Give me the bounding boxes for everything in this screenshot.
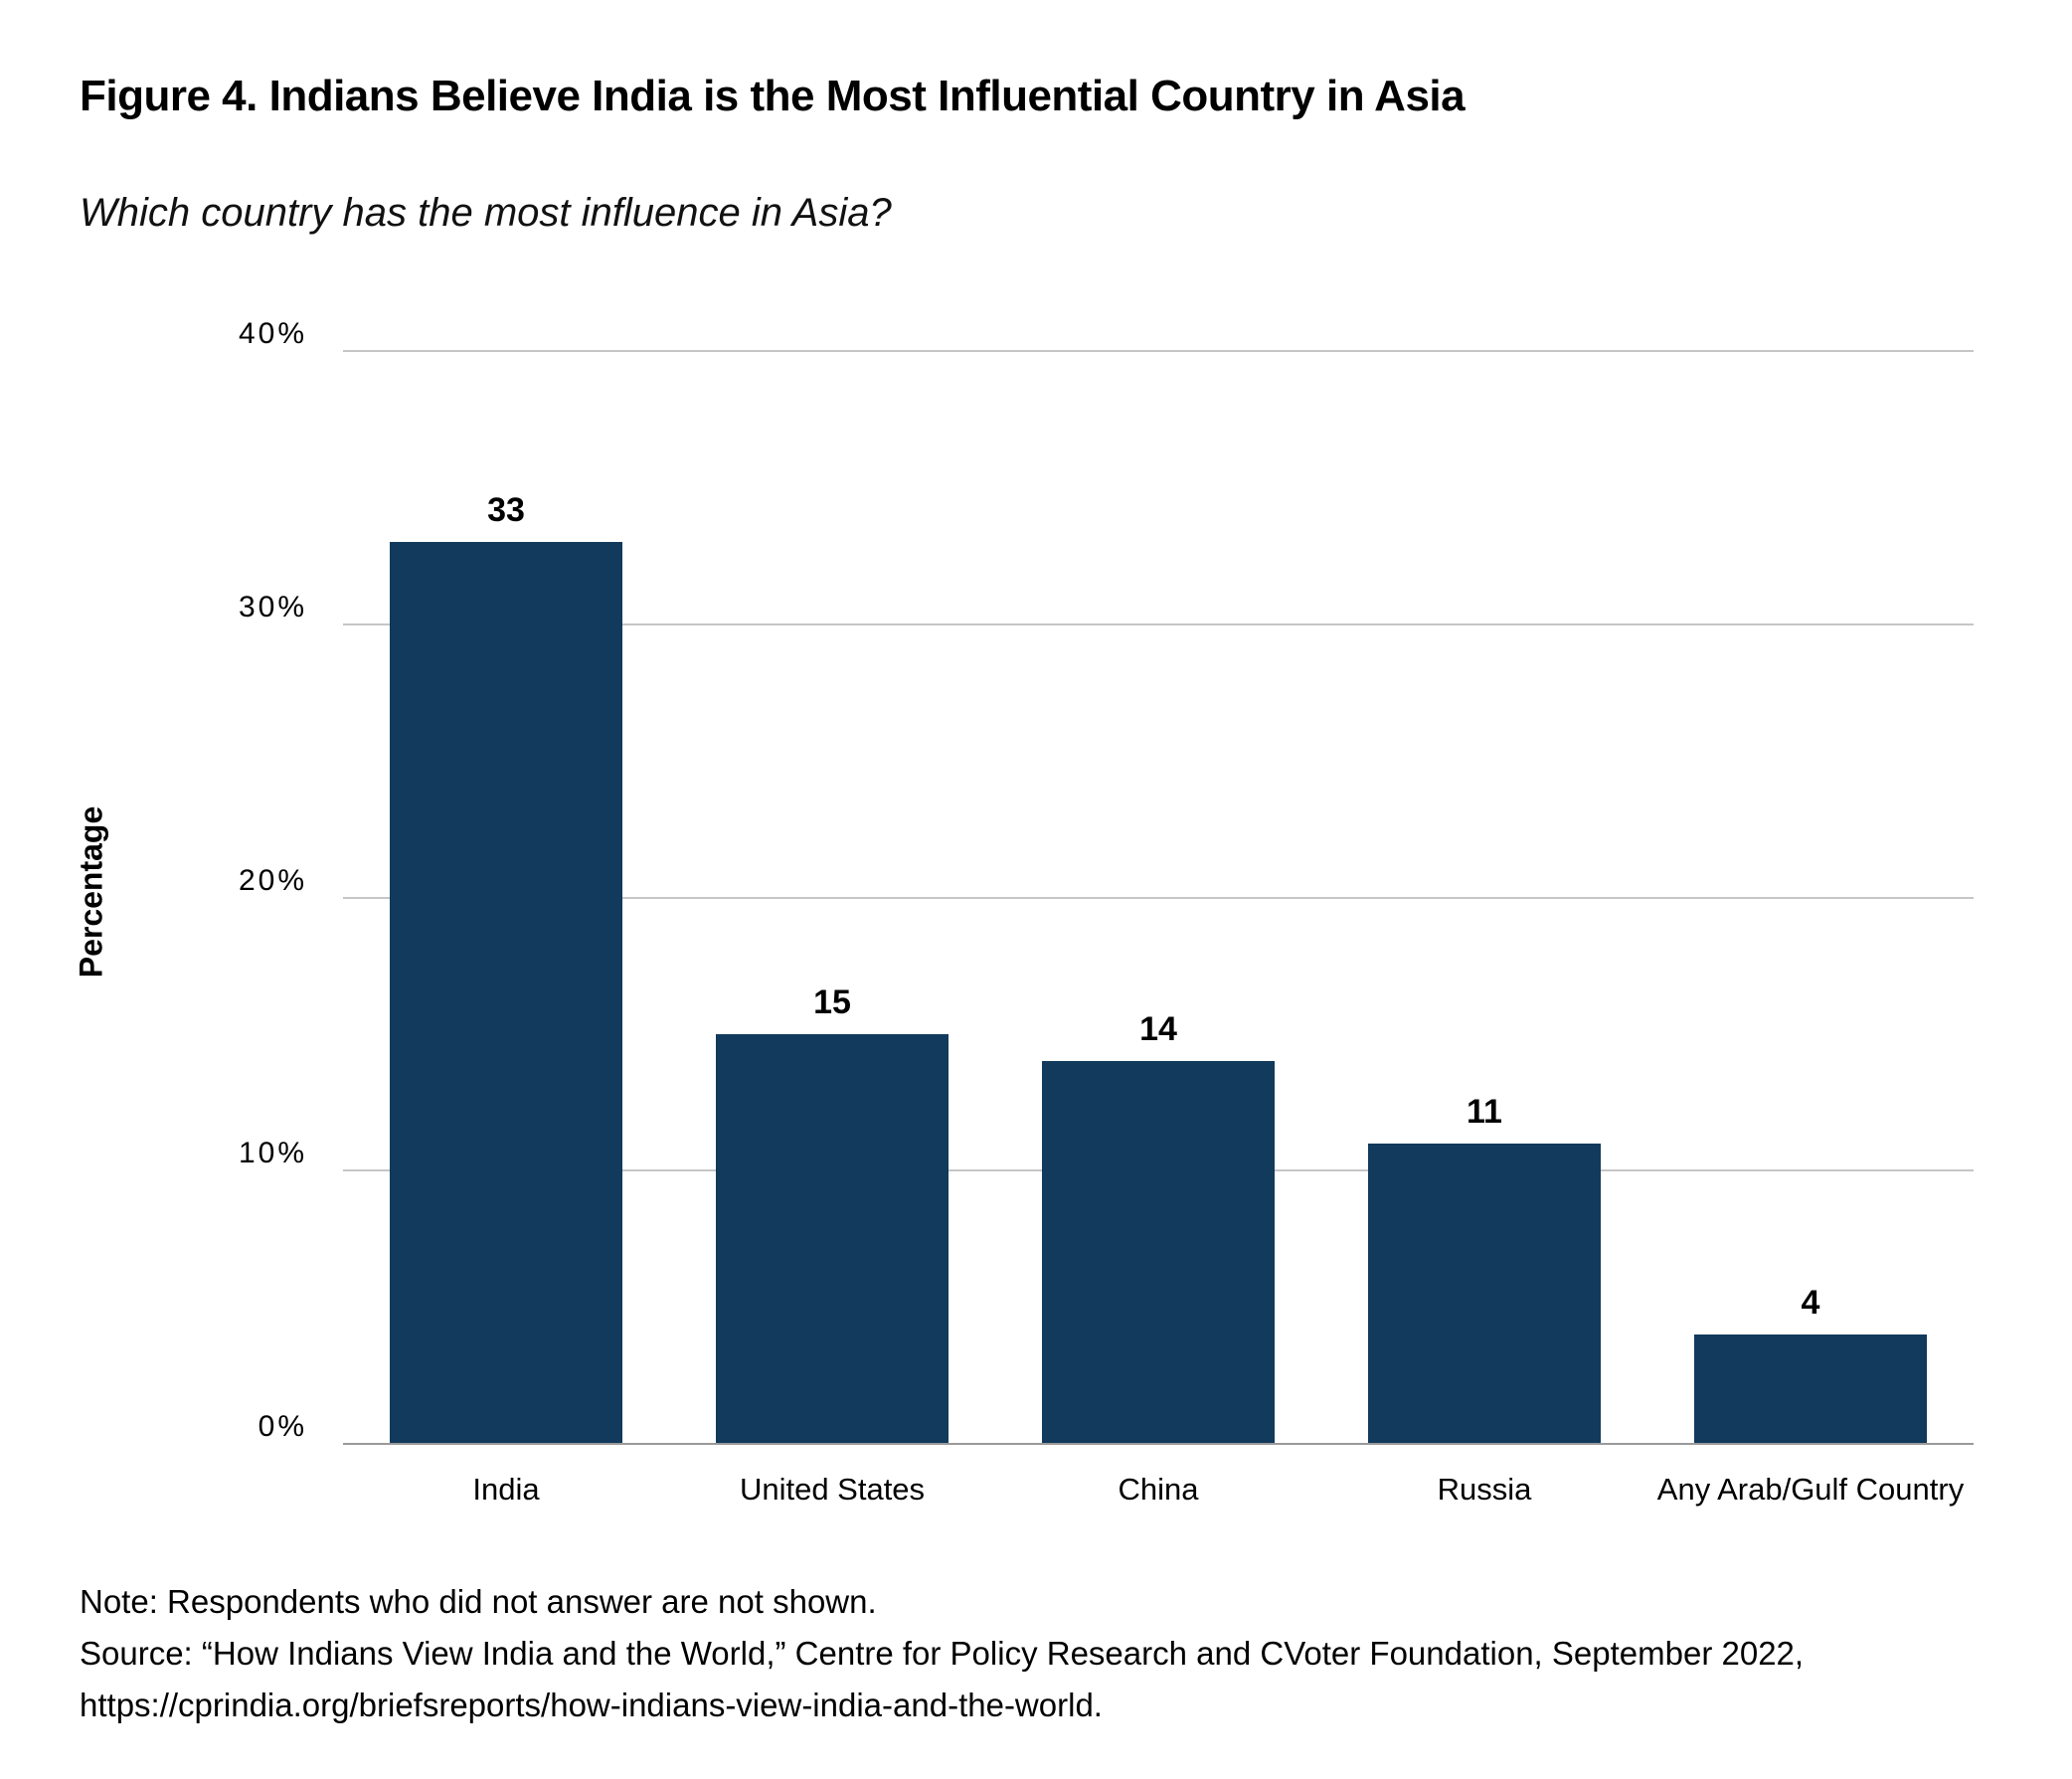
x-tick-label-russia: Russia xyxy=(1437,1472,1532,1507)
gridline-40% xyxy=(343,350,1974,352)
figure-notes: Note: Respondents who did not answer are… xyxy=(80,1576,1804,1731)
gridline-20% xyxy=(343,896,1974,899)
bar-any-arab-gulf-country xyxy=(1693,1334,1928,1444)
note-line: Note: Respondents who did not answer are… xyxy=(80,1583,877,1620)
y-tick-label-10%: 10% xyxy=(238,1137,307,1170)
figure-subtitle: Which country has the most influence in … xyxy=(80,191,892,235)
bar-value-4: 4 xyxy=(1801,1284,1820,1323)
bar-chart-plot-area: 0% 10% 20% 30% 40% 33 India 15 United States 14 Ch… xyxy=(239,317,1974,1507)
y-axis-title: Percentage xyxy=(73,805,109,978)
bar-china xyxy=(1041,1061,1276,1444)
y-tick-label-40%: 40% xyxy=(238,317,307,350)
x-axis-line xyxy=(343,1443,1974,1445)
x-tick-label-india: India xyxy=(472,1472,540,1507)
y-tick-label-30%: 30% xyxy=(238,590,307,623)
bar-india xyxy=(389,542,623,1444)
y-tick-label-0%: 0% xyxy=(258,1410,307,1443)
bar-russia xyxy=(1367,1143,1602,1444)
gridline-30% xyxy=(343,623,1974,625)
bar-value-14: 14 xyxy=(1139,1010,1177,1049)
bar-value-33: 33 xyxy=(487,491,525,530)
x-tick-label-united-states: United States xyxy=(739,1472,926,1507)
y-tick-label-20%: 20% xyxy=(238,863,307,897)
figure-title: Figure 4. Indians Believe India is the M… xyxy=(80,72,1466,120)
bar-value-15: 15 xyxy=(813,982,851,1021)
bar-value-11: 11 xyxy=(1467,1092,1502,1131)
source-line: Source: “How Indians View India and the … xyxy=(80,1635,1805,1672)
bar-united-states xyxy=(715,1033,950,1444)
source-url: https://cprindia.org/briefsreports/how-i… xyxy=(80,1687,1103,1723)
x-tick-label-any-arab-gulf-country: Any Arab/Gulf Country xyxy=(1656,1472,1965,1507)
x-tick-label-china: China xyxy=(1118,1472,1199,1507)
